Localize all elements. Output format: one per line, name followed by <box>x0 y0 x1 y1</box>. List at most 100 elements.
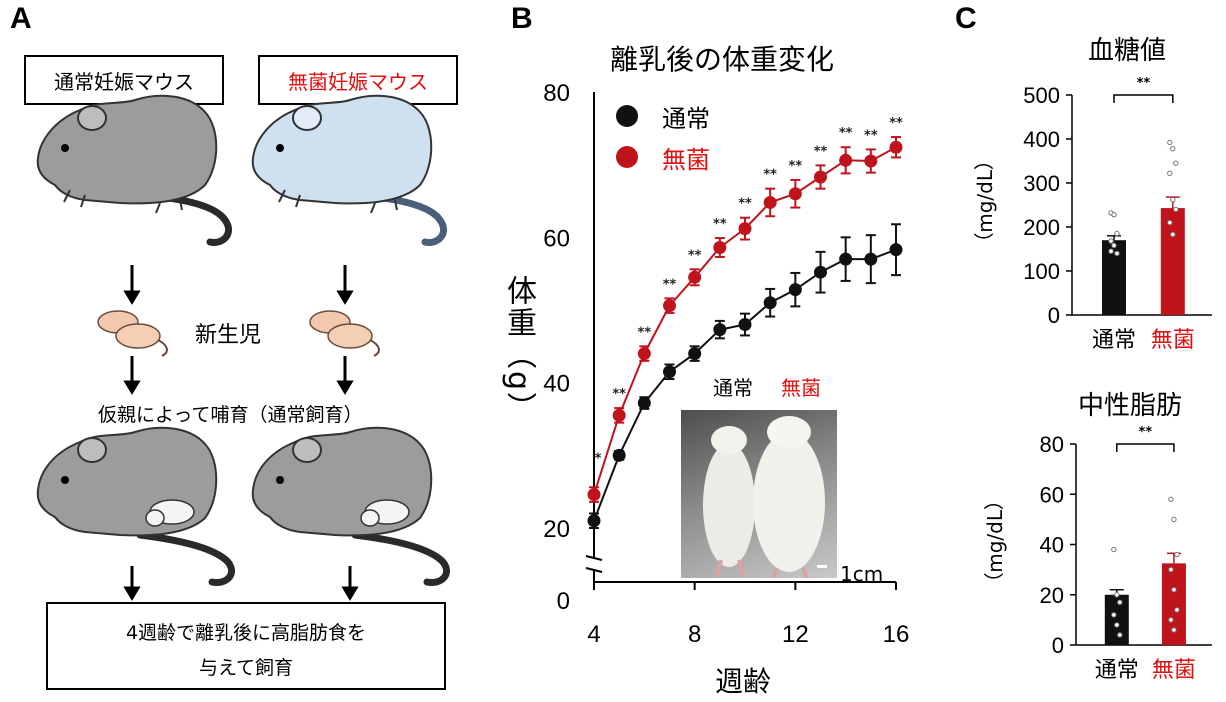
significance-mark: ** <box>839 126 853 141</box>
triglyceride-bar-chart: 0 20 40 60 80 通常 無菌 ** <box>1040 425 1212 683</box>
significance-mark: ** <box>814 144 828 159</box>
panel-a-illustrations <box>36 94 450 601</box>
chart-b-ylabel-text: 体重（g） <box>501 275 536 425</box>
bar <box>1160 208 1185 315</box>
individual-point <box>1167 139 1173 146</box>
significance-mark: ** <box>1139 425 1153 440</box>
y-tick-label: 500 <box>1023 83 1060 108</box>
final-condition-line-2: 与えて飼育 <box>198 657 294 679</box>
axis-break-mark <box>585 567 603 573</box>
mouse-illustration-normal-top <box>36 94 233 246</box>
data-point <box>612 448 626 462</box>
final-condition-line-1: 4週齢で離乳後に高脂肪食を <box>125 622 367 644</box>
mice-photo <box>681 410 837 578</box>
newborn-mice-illustration-left <box>97 310 168 357</box>
individual-point <box>1170 231 1176 238</box>
significance-mark: ** <box>663 277 677 292</box>
foster-mouse-illustration-left <box>36 426 235 587</box>
y-tick-label: 40 <box>543 371 570 398</box>
data-point <box>688 270 702 284</box>
data-point <box>814 170 827 184</box>
data-point <box>788 283 802 297</box>
data-point <box>738 318 752 332</box>
photo-label-germfree: 無菌 <box>781 376 821 400</box>
x-tick-label: 8 <box>688 621 701 648</box>
individual-point <box>1108 248 1114 254</box>
data-point <box>864 154 878 168</box>
chart-b-xlabel: 週齢 <box>715 665 772 698</box>
y-tick-label: 40 <box>1040 533 1064 558</box>
axis-break-mark <box>585 555 603 561</box>
individual-point <box>1114 230 1120 237</box>
x-tick-label: 4 <box>587 621 600 648</box>
data-point <box>663 299 676 313</box>
data-point <box>688 347 702 361</box>
y-tick-label: 300 <box>1023 171 1060 196</box>
data-point <box>889 243 903 257</box>
data-point <box>713 323 727 337</box>
individual-point <box>1167 170 1173 177</box>
category-label: 通常 <box>1095 658 1139 683</box>
arrow-down-3 <box>123 566 359 601</box>
significance-mark: ** <box>864 128 878 143</box>
data-point <box>839 252 853 266</box>
legend-marker-germfree <box>616 146 638 168</box>
newborn-label: 新生児 <box>195 323 262 348</box>
data-point <box>814 265 827 279</box>
legend-label-normal: 通常 <box>662 105 710 133</box>
individual-point <box>1171 587 1177 593</box>
chart-b-title: 離乳後の体重変化 <box>610 43 835 76</box>
individual-point <box>1114 592 1120 598</box>
y-tick-label: 80 <box>1040 432 1064 457</box>
data-point <box>663 365 676 379</box>
panel-b-letter: B <box>511 2 533 35</box>
individual-point <box>1173 160 1179 166</box>
individual-point <box>1168 496 1174 502</box>
bar <box>1102 240 1126 315</box>
significance-mark: * <box>595 452 602 467</box>
individual-point <box>1174 551 1180 558</box>
chart-b-series <box>587 136 903 529</box>
triglyceride-title: 中性脂肪 <box>1078 391 1183 421</box>
photo-label-normal: 通常 <box>713 376 753 400</box>
data-point <box>763 296 777 310</box>
arrow-down-1 <box>123 265 354 305</box>
individual-point <box>1114 250 1120 257</box>
significance-mark: ** <box>638 325 652 340</box>
x-tick-label: 16 <box>883 621 910 648</box>
individual-point <box>1168 617 1174 623</box>
y-tick-label: 0 <box>1052 633 1064 658</box>
data-point <box>763 195 777 209</box>
individual-point <box>1173 206 1179 213</box>
foster-rearing-label: 仮親によって哺育（通常飼育） <box>98 404 363 426</box>
individual-point <box>1111 546 1117 553</box>
category-label: 無菌 <box>1152 658 1196 683</box>
chart-b-ylabel: 体重（g） <box>500 275 536 424</box>
significance-mark: ** <box>1137 76 1151 91</box>
bar <box>1104 594 1129 645</box>
data-point <box>889 140 903 154</box>
chart-b-significance: ********************* **** <box>595 116 903 467</box>
individual-point <box>1167 219 1173 226</box>
chart-b-axes: 0 20 40 60 80 4 8 12 16 <box>543 80 909 648</box>
bar <box>1161 563 1186 645</box>
glucose-bar-chart: 0 100 200 300 400 500 通常 無菌 ** <box>1023 76 1212 353</box>
significance-mark: ** <box>688 248 702 263</box>
data-point <box>637 347 651 361</box>
significance-mark: ** <box>789 159 803 174</box>
individual-point <box>1117 599 1123 605</box>
data-point <box>738 222 752 236</box>
individual-point <box>1111 242 1117 249</box>
category-label: 通常 <box>1092 328 1136 353</box>
y-tick-label: 100 <box>1023 259 1060 284</box>
individual-point <box>1108 238 1114 244</box>
individual-point <box>1114 622 1120 628</box>
data-point <box>864 252 878 266</box>
significance-bracket <box>1116 443 1175 452</box>
y-tick-label: 20 <box>1040 583 1064 608</box>
data-point <box>612 408 626 422</box>
data-point <box>788 187 802 201</box>
y-tick-label: 60 <box>543 225 570 252</box>
